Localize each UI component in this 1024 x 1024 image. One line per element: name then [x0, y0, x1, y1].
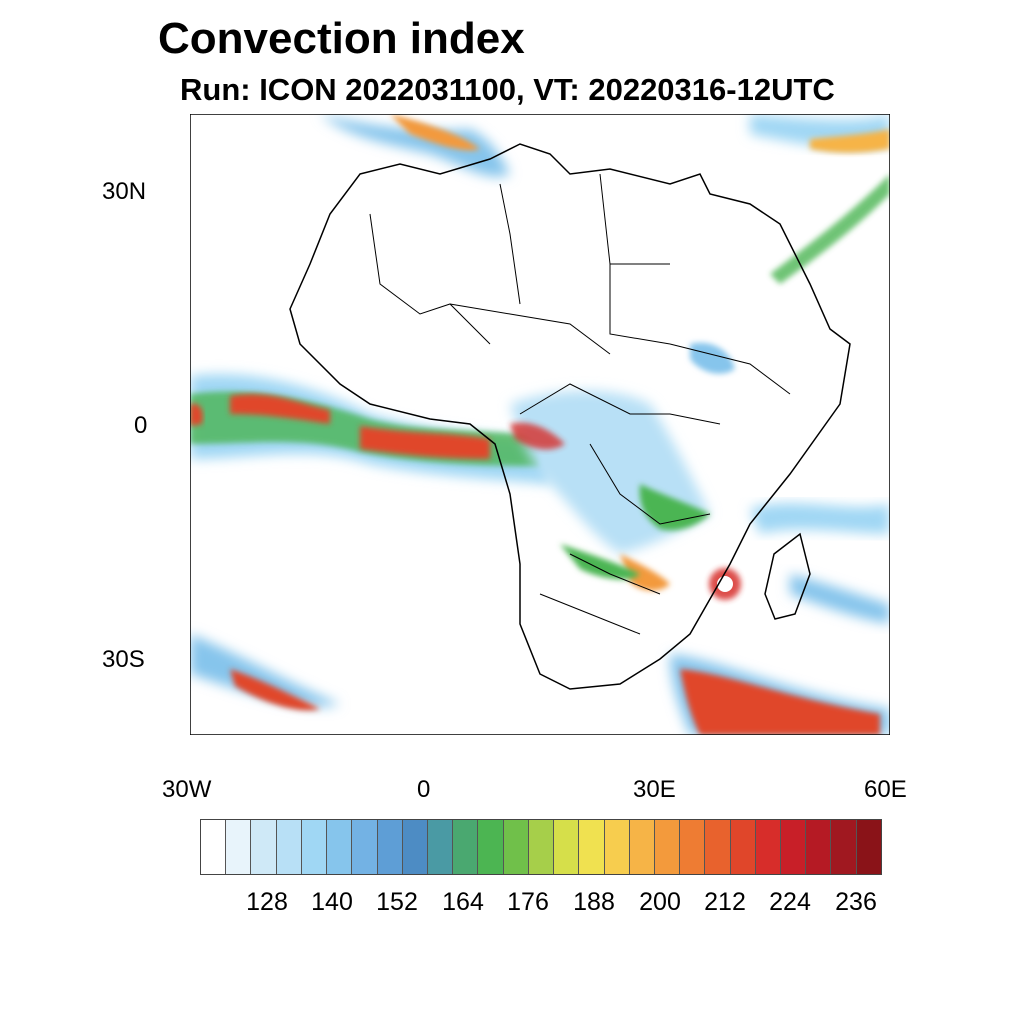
colorbar-segment — [251, 820, 277, 874]
lon-label-60e: 60E — [864, 776, 907, 803]
lat-label-30n: 30N — [102, 178, 147, 205]
lat-label-0: 0 — [134, 412, 148, 439]
colorbar-segment — [301, 820, 328, 874]
colorbar-segment — [781, 820, 807, 874]
country-borders — [369, 173, 791, 635]
colorbar-label: 236 — [835, 888, 877, 916]
colorbar-segment — [377, 820, 403, 874]
colorbar-segment — [528, 820, 555, 874]
lon-label-0: 0 — [417, 776, 431, 803]
colorbar-segment — [831, 820, 857, 874]
colorbar-segment — [604, 820, 630, 874]
colorbar-segment — [579, 820, 605, 874]
colorbar-label: 164 — [442, 888, 484, 916]
lon-label-30e: 30E — [633, 776, 676, 803]
colorbar-label: 128 — [246, 888, 288, 916]
colorbar-segment — [402, 820, 428, 874]
colorbar-segment — [201, 820, 227, 874]
colorbar-label: 140 — [311, 888, 353, 916]
colorbar-segment — [503, 820, 529, 874]
colorbar-label: 188 — [573, 888, 615, 916]
colorbar-segment — [453, 820, 479, 874]
central-africa-convection — [510, 342, 735, 591]
colorbar-segment — [427, 820, 454, 874]
colorbar-segment — [806, 820, 832, 874]
colorbar-segment — [730, 820, 756, 874]
cyclone — [709, 503, 890, 624]
colorbar-segment — [554, 820, 580, 874]
colorbar — [200, 819, 882, 875]
colorbar-segment — [755, 820, 782, 874]
colorbar-segment — [327, 820, 353, 874]
colorbar-label: 152 — [376, 888, 418, 916]
colorbar-segment — [226, 820, 252, 874]
colorbar-segment — [856, 820, 881, 874]
chart-title: Convection index — [158, 14, 525, 63]
itcz-band — [190, 374, 550, 484]
lat-label-30s: 30S — [102, 646, 145, 673]
colorbar-label: 224 — [769, 888, 811, 916]
map-panel — [178, 113, 902, 747]
convection-map — [178, 113, 902, 747]
colorbar-segment — [352, 820, 378, 874]
colorbar-label: 200 — [639, 888, 681, 916]
colorbar-segment — [276, 820, 302, 874]
colorbar-segment — [654, 820, 681, 874]
chart-subtitle: Run: ICON 2022031100, VT: 20220316-12UTC — [180, 72, 835, 107]
northern-convection — [320, 114, 890, 284]
colorbar-label: 176 — [507, 888, 549, 916]
colorbar-segment — [629, 820, 655, 874]
colorbar-segment — [680, 820, 706, 874]
colorbar-label: 212 — [704, 888, 746, 916]
colorbar-segment — [705, 820, 731, 874]
southern-storm-track — [190, 634, 890, 735]
colorbar-segment — [478, 820, 504, 874]
convection-field — [190, 114, 890, 735]
coastline — [289, 143, 851, 690]
lon-label-30w: 30W — [162, 776, 212, 803]
